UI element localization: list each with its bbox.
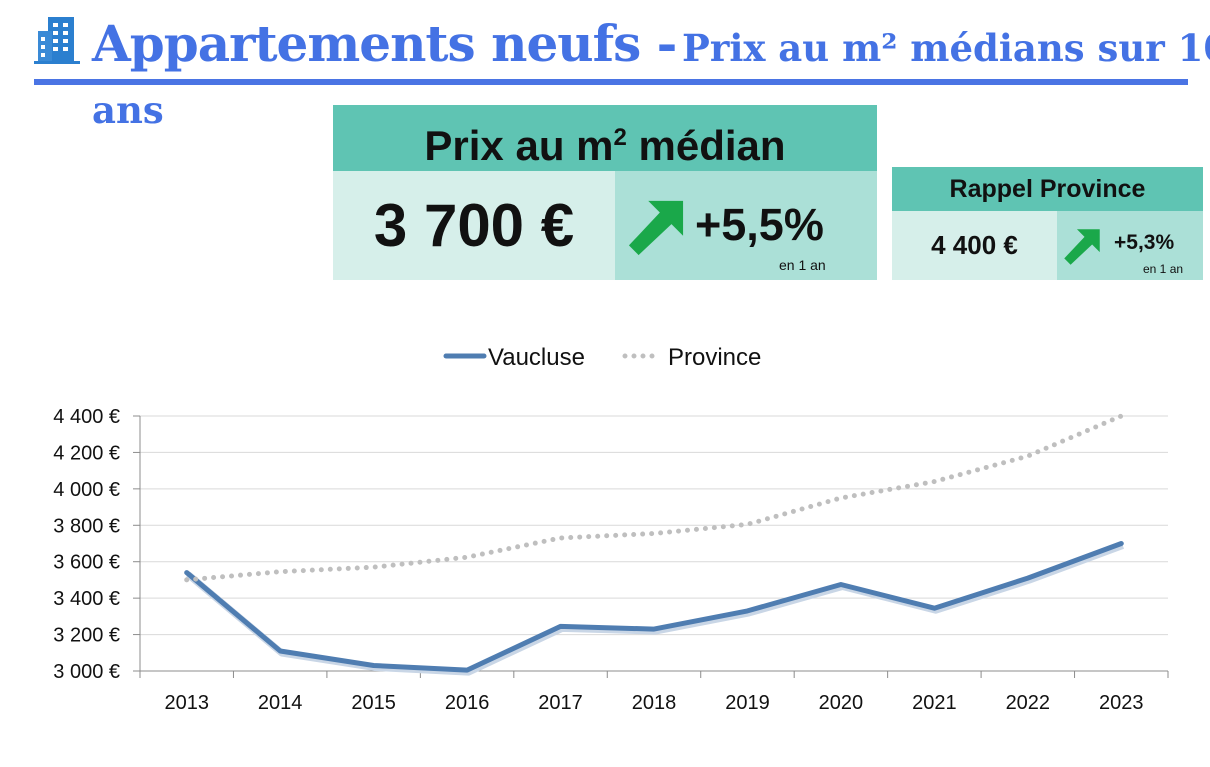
x-tick-label: 2013 [164, 692, 209, 714]
province-evolution: +5,3% en 1 an [1057, 211, 1203, 280]
title-divider [34, 79, 1188, 85]
x-tick-label: 2020 [819, 692, 864, 714]
x-tick-label: 2018 [632, 692, 677, 714]
x-tick-label: 2021 [912, 692, 957, 714]
legend-label-province: Province [668, 344, 761, 371]
arrow-up-right-icon [1064, 229, 1100, 265]
x-tick-label: 2023 [1099, 692, 1144, 714]
building-icon [34, 17, 80, 64]
province-evolution-period: en 1 an [1143, 262, 1184, 276]
evolution-period: en 1 an [779, 257, 826, 273]
title-subtitle: Prix au m² médians sur 10 [682, 26, 1210, 70]
chart-axes: 4 400 € 4 200 € 4 000 € 3 800 € 3 600 € 3 400… [53, 406, 1169, 714]
y-tick-label: 4 200 € [53, 442, 120, 464]
x-tick-label: 2014 [258, 692, 303, 714]
province-card: Rappel Province 4 400 € +5,3% en 1 an [892, 167, 1203, 280]
x-tick-label: 2016 [445, 692, 490, 714]
y-tick-label: 3 400 € [53, 588, 120, 610]
median-price-card: Prix au m2 médian 3 700 € +5,5% en 1 an [333, 105, 877, 280]
province-evolution-percent: +5,3% [1114, 231, 1175, 254]
y-tick-label: 3 600 € [53, 552, 120, 574]
title-main: Appartements neufs - [92, 14, 677, 73]
chart-legend: Vaucluse Province [443, 344, 761, 371]
median-price-evolution: +5,5% en 1 an [615, 171, 877, 280]
title-continuation: ans [92, 88, 164, 132]
median-price-value: 3 700 € [333, 171, 615, 280]
heading-text-end: médian [626, 122, 786, 169]
y-tick-label: 3 200 € [53, 625, 120, 647]
legend-label-vaucluse: Vaucluse [488, 344, 585, 371]
series-line-vaucluse [184, 541, 1124, 673]
y-tick-label: 4 000 € [53, 479, 120, 501]
evolution-percent: +5,5% [695, 199, 824, 250]
y-tick-label: 4 400 € [53, 406, 120, 428]
series-line-province [184, 413, 1124, 583]
median-price-heading: Prix au m2 médian [333, 105, 877, 171]
heading-text: Prix au m [424, 122, 614, 169]
x-tick-label: 2017 [538, 692, 583, 714]
x-tick-label: 2022 [1006, 692, 1051, 714]
chart-series [184, 413, 1125, 676]
page-title: Appartements neufs - Prix au m² médians … [92, 14, 1210, 73]
heading-superscript: 2 [613, 124, 627, 151]
price-line-chart: Vaucluse Province 4 400 € 4 200 € 4 000 € 3 … [53, 344, 1169, 714]
arrow-up-right-icon [628, 200, 684, 256]
y-tick-label: 3 000 € [53, 661, 120, 683]
x-tick-label: 2015 [351, 692, 396, 714]
x-tick-label: 2019 [725, 692, 770, 714]
series-shadow-vaucluse [185, 542, 1125, 676]
province-price-value: 4 400 € [892, 211, 1057, 280]
province-heading: Rappel Province [892, 167, 1203, 211]
y-tick-label: 3 800 € [53, 515, 120, 537]
